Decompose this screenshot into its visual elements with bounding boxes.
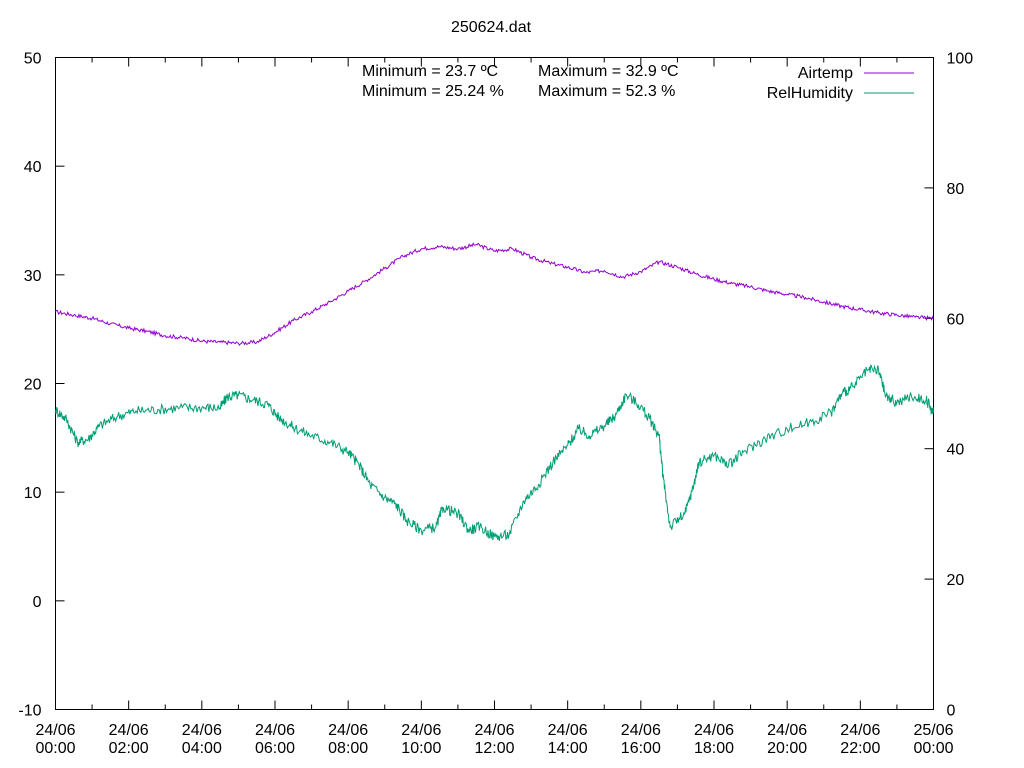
- series-layer: [55, 242, 934, 541]
- x-tick-time-label: 22:00: [840, 740, 880, 757]
- humidity-max-label: Maximum = 52.3 %: [538, 83, 675, 100]
- temp-min-label: Minimum = 23.7 ºC: [362, 63, 498, 80]
- plot-frame: [55, 57, 934, 710]
- y-right-tick-label: 80: [947, 181, 965, 198]
- x-tick-day-label: 25/06: [913, 722, 953, 739]
- y-right-tick-label: 100: [947, 51, 974, 68]
- y-right-tick-label: 60: [947, 311, 965, 328]
- series-line-airtemp: [55, 242, 934, 346]
- x-axis: 24/0600:0024/0602:0024/0604:0024/0606:00…: [35, 57, 954, 757]
- legend: Airtemp RelHumidity: [767, 65, 914, 102]
- x-tick-day-label: 24/06: [109, 722, 149, 739]
- x-tick-time-label: 06:00: [255, 740, 295, 757]
- humidity-min-label: Minimum = 25.24 %: [362, 83, 504, 100]
- legend-relhumidity-label: RelHumidity: [767, 85, 853, 102]
- x-tick-day-label: 24/06: [840, 722, 880, 739]
- x-tick-time-label: 10:00: [401, 740, 441, 757]
- x-tick-time-label: 00:00: [913, 740, 953, 757]
- legend-airtemp-label: Airtemp: [798, 65, 853, 82]
- y-left-tick-label: 40: [24, 159, 42, 176]
- y-left-tick-label: 0: [33, 594, 42, 611]
- x-tick-day-label: 24/06: [621, 722, 661, 739]
- y-left-axis: -10 0 10 20 30 40 50: [18, 51, 65, 720]
- x-tick-time-label: 00:00: [35, 740, 75, 757]
- y-right-tick-label: 40: [947, 442, 965, 459]
- y-left-tick-label: 30: [24, 268, 42, 285]
- chart-title: 250624.dat: [451, 19, 532, 36]
- y-right-tick-label: 20: [947, 572, 965, 589]
- x-tick-time-label: 18:00: [694, 740, 734, 757]
- x-tick-day-label: 24/06: [401, 722, 441, 739]
- x-tick-time-label: 14:00: [548, 740, 588, 757]
- x-tick-day-label: 24/06: [35, 722, 75, 739]
- y-left-tick-label: 10: [24, 485, 42, 502]
- y-left-tick-label: 20: [24, 377, 42, 394]
- x-tick-day-label: 24/06: [182, 722, 222, 739]
- x-tick-time-label: 20:00: [767, 740, 807, 757]
- x-tick-day-label: 24/06: [474, 722, 514, 739]
- x-tick-time-label: 02:00: [109, 740, 149, 757]
- x-tick-day-label: 24/06: [767, 722, 807, 739]
- x-tick-day-label: 24/06: [255, 722, 295, 739]
- y-left-tick-label: 50: [24, 51, 42, 68]
- x-tick-day-label: 24/06: [694, 722, 734, 739]
- x-tick-day-label: 24/06: [548, 722, 588, 739]
- x-tick-day-label: 24/06: [328, 722, 368, 739]
- temp-max-label: Maximum = 32.9 ºC: [538, 63, 679, 80]
- x-tick-time-label: 12:00: [474, 740, 514, 757]
- y-left-tick-label: -10: [18, 703, 41, 720]
- y-right-axis: 0 20 40 60 80 100: [924, 51, 974, 720]
- x-tick-time-label: 08:00: [328, 740, 368, 757]
- y-right-tick-label: 0: [947, 703, 956, 720]
- x-tick-time-label: 04:00: [182, 740, 222, 757]
- x-tick-time-label: 16:00: [621, 740, 661, 757]
- series-line-relhumidity: [55, 364, 934, 541]
